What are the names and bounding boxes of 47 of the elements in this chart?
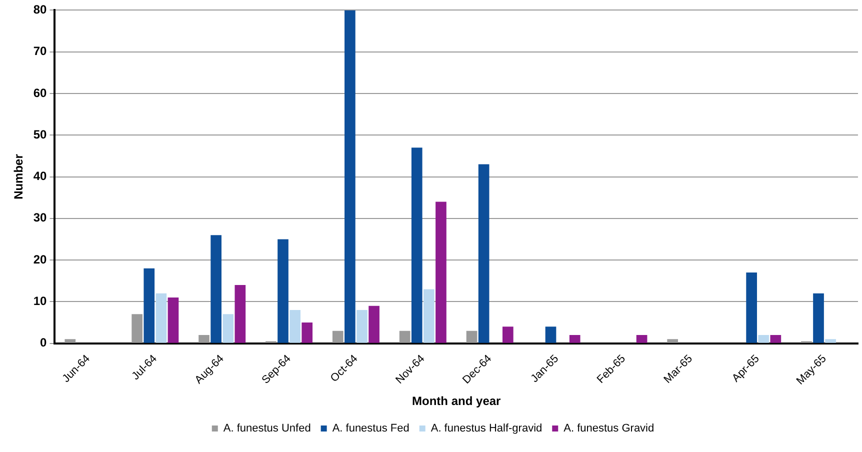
y-tick-label: 50: [33, 127, 48, 142]
y-tick-label: 0: [40, 336, 48, 350]
bar: [411, 148, 422, 343]
y-axis-title: Number: [12, 154, 26, 200]
bar: [424, 289, 434, 343]
bar: [132, 314, 143, 343]
bar: [64, 339, 76, 343]
bar: [758, 335, 770, 343]
bar: [290, 310, 300, 343]
y-tick-label: 10: [33, 294, 48, 308]
bar: [746, 272, 757, 343]
y-tick-label: 40: [33, 169, 48, 184]
legend-label: A. funestus Fed: [332, 422, 410, 435]
bar: [332, 330, 344, 343]
bar: [234, 285, 246, 343]
bar: [825, 339, 836, 343]
bar: [569, 335, 580, 343]
bar: [278, 239, 288, 343]
legend-label: A. funestus Half-gravid: [430, 422, 542, 435]
bar: [222, 314, 234, 343]
legend-label: A. funestus Unfed: [223, 422, 311, 435]
y-tick-label: 80: [33, 2, 48, 17]
bar: [813, 293, 824, 343]
bar: [344, 10, 356, 343]
bar: [502, 326, 514, 343]
y-tick-label: 70: [33, 44, 48, 58]
bar: [466, 330, 478, 343]
bar: [368, 306, 380, 343]
bar: [667, 339, 678, 343]
y-tick-label: 20: [33, 252, 48, 266]
bar: [168, 298, 179, 343]
y-tick-label: 60: [33, 86, 48, 100]
x-axis-title: Month and year: [412, 394, 502, 408]
bar: [356, 310, 368, 343]
y-tick-label: 30: [33, 210, 48, 225]
bar: [302, 322, 313, 343]
bar: [478, 164, 490, 343]
bar: [770, 335, 782, 343]
bar: [436, 202, 446, 343]
bar: [156, 293, 167, 343]
bar: [144, 268, 155, 343]
bar: [636, 335, 648, 343]
legend-label: A. funestus Gravid: [564, 422, 654, 435]
bar: [545, 326, 556, 343]
bar: [210, 235, 222, 343]
bar: [198, 335, 210, 343]
bar: [399, 330, 410, 343]
